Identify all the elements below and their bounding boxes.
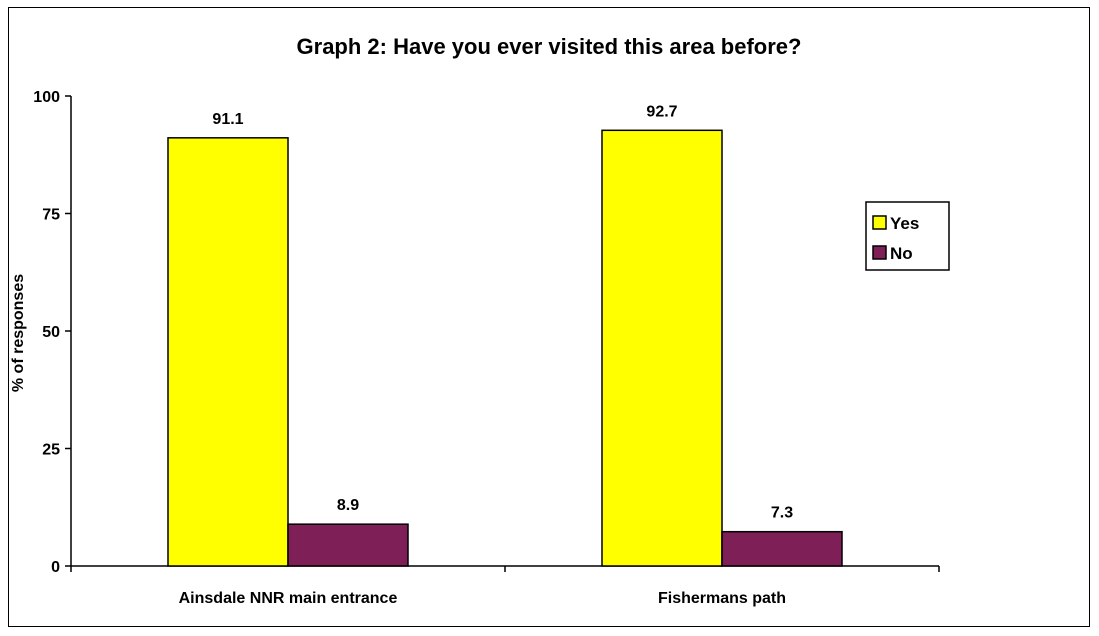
- data-label: 91.1: [212, 111, 243, 128]
- bar-yes: [167, 137, 289, 567]
- y-axis-label: % of responses: [10, 274, 27, 392]
- data-label: 8.9: [337, 497, 359, 514]
- legend-label-no: No: [890, 244, 913, 263]
- y-tick-label: 25: [42, 442, 60, 459]
- x-tick-label: Fishermans path: [658, 590, 786, 607]
- plot-area: 0 25 50 75 100 91.1 8.9 Ainsdale NNR main entra…: [33, 89, 940, 607]
- y-tick-label: 0: [51, 559, 60, 576]
- bar-no: [721, 530, 843, 567]
- data-label: 7.3: [771, 505, 793, 522]
- legend-box: [865, 201, 950, 271]
- bar-no: [287, 523, 409, 567]
- legend-swatch-yes: [872, 215, 887, 230]
- x-tick-label: Ainsdale NNR main entrance: [179, 590, 398, 607]
- bar-yes: [601, 129, 723, 567]
- legend-label-yes: Yes: [890, 214, 919, 233]
- legend: Yes No: [865, 201, 950, 271]
- y-tick-label: 100: [33, 89, 60, 106]
- data-label: 92.7: [646, 103, 677, 120]
- chart-frame: Graph 2: Have you ever visited this area…: [8, 7, 1090, 627]
- y-tick-label: 50: [42, 324, 60, 341]
- legend-swatch-no: [872, 245, 887, 260]
- y-tick-label: 75: [42, 207, 60, 224]
- chart-title: Graph 2: Have you ever visited this area…: [297, 34, 802, 59]
- bar-chart: Graph 2: Have you ever visited this area…: [10, 34, 950, 607]
